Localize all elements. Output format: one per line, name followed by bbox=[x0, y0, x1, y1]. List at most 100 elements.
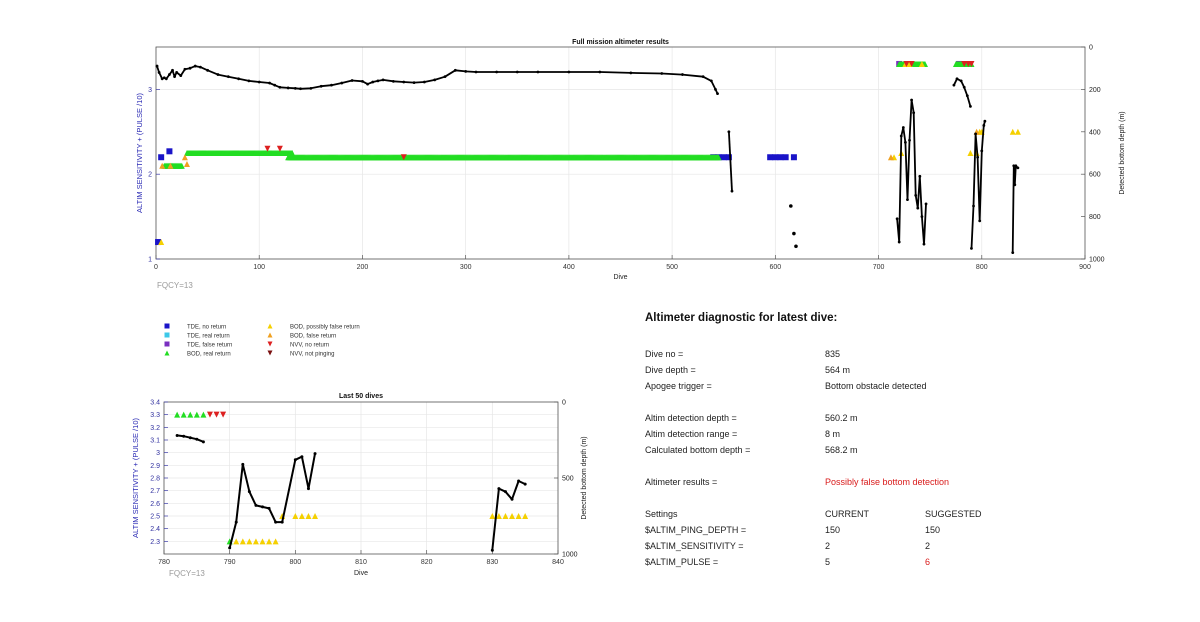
depth-point bbox=[901, 126, 905, 129]
diag-row-altim-detection-depth: Altim detection depth = 560.2 m bbox=[645, 410, 1145, 426]
marker-triangle-up bbox=[715, 154, 722, 161]
depth-point bbox=[160, 77, 164, 81]
marker-triangle-up bbox=[164, 350, 170, 356]
marker-triangle-down bbox=[903, 60, 910, 67]
legend-label: TDE, no return bbox=[187, 325, 226, 331]
depth-point bbox=[175, 71, 179, 74]
diag-value: 8 m bbox=[825, 429, 841, 439]
depth-point bbox=[983, 119, 987, 123]
depth-line bbox=[228, 453, 316, 549]
depth-series bbox=[155, 64, 1020, 255]
marker-triangle-up bbox=[1009, 128, 1016, 135]
y-tick-label: 2.5 bbox=[150, 514, 160, 521]
depth-point bbox=[924, 202, 928, 206]
depth-point bbox=[914, 194, 918, 197]
x-tick-label: 790 bbox=[224, 559, 236, 566]
depth-point bbox=[195, 437, 199, 441]
fqcy-annotation: FQCY=13 bbox=[157, 281, 193, 290]
depth-point bbox=[982, 124, 986, 127]
y2-tick-label: 200 bbox=[1089, 87, 1101, 94]
depth-point bbox=[910, 98, 913, 102]
diag-results-value: Possibly false bottom detection bbox=[825, 477, 950, 487]
marker-triangle-down bbox=[961, 60, 968, 67]
depth-line bbox=[491, 480, 526, 551]
marker-triangle-up bbox=[252, 538, 259, 545]
marker-square bbox=[790, 154, 797, 161]
y-tick-label: 3.2 bbox=[150, 425, 160, 432]
diag-row-altimeter-results: Altimeter results = Possibly false bottom… bbox=[645, 474, 1145, 490]
marker-triangle-down bbox=[276, 145, 283, 152]
depth-point bbox=[912, 111, 916, 115]
marker-triangle-up bbox=[259, 538, 266, 545]
depth-point bbox=[164, 77, 168, 81]
marker-triangle-up bbox=[178, 162, 185, 169]
setting-row-pulse: $ALTIM_PULSE = 5 6 bbox=[645, 554, 1145, 570]
depth-point bbox=[280, 520, 284, 524]
marker-triangle-up bbox=[167, 162, 174, 169]
marker-triangle-up bbox=[502, 513, 509, 519]
last-50-dives-chart: 780 790 800 810 820 830 840 2.3 2.4 2.5 2.6 2.7 2.8 2… bbox=[131, 393, 588, 578]
depth-point bbox=[959, 79, 963, 83]
marker-square bbox=[772, 154, 779, 161]
y-tick-label: 3.4 bbox=[150, 400, 160, 407]
depth-point bbox=[497, 487, 501, 491]
diag-key: Altim detection range = bbox=[645, 429, 738, 439]
setting-current: 2 bbox=[825, 541, 831, 551]
depth-point bbox=[1013, 183, 1017, 187]
y-tick-label: 2.7 bbox=[150, 488, 160, 495]
depth-point bbox=[970, 247, 973, 250]
depth-point bbox=[171, 68, 174, 72]
marker-triangle-down bbox=[968, 60, 975, 67]
setting-key: $ALTIM_PING_DEPTH = bbox=[645, 525, 747, 535]
depth-point bbox=[976, 155, 980, 159]
marker-square bbox=[166, 148, 173, 155]
depth-point bbox=[300, 455, 304, 459]
depth-point bbox=[714, 88, 717, 91]
marker-triangle-up bbox=[246, 538, 253, 545]
depth-point bbox=[261, 505, 264, 509]
depth-point bbox=[188, 436, 192, 440]
depth-point bbox=[412, 81, 416, 85]
depth-point bbox=[247, 490, 251, 494]
marker-triangle-up bbox=[180, 411, 187, 418]
marker-triangle-down bbox=[264, 145, 271, 152]
marker-triangle-up bbox=[298, 513, 305, 519]
y2-tick-label: 0 bbox=[562, 400, 566, 407]
marker-triangle-up bbox=[289, 150, 296, 156]
marker-triangle-up bbox=[187, 411, 194, 418]
x-tick-label: 810 bbox=[355, 559, 367, 566]
depth-point bbox=[962, 85, 966, 89]
depth-point bbox=[955, 77, 959, 81]
depth-point bbox=[392, 79, 395, 83]
depth-point bbox=[510, 497, 514, 501]
diag-value: Bottom obstacle detected bbox=[825, 381, 927, 391]
depth-point bbox=[515, 70, 519, 74]
plot-frame bbox=[155, 46, 1086, 260]
depth-point bbox=[730, 189, 734, 193]
setting-suggested: 150 bbox=[925, 525, 941, 535]
marker-square bbox=[164, 341, 170, 347]
depth-point bbox=[523, 482, 527, 486]
marker-square bbox=[782, 154, 789, 161]
marker-triangle-up bbox=[1014, 128, 1021, 135]
depth-point bbox=[495, 70, 499, 74]
x-tick-label: 830 bbox=[486, 559, 498, 566]
settings-label: Settings bbox=[645, 509, 678, 519]
depth-point bbox=[789, 204, 793, 208]
depth-point bbox=[974, 132, 977, 136]
y2-tick-label: 400 bbox=[1089, 129, 1101, 136]
depth-point bbox=[908, 138, 911, 142]
marker-triangle-down bbox=[267, 350, 273, 356]
depth-point bbox=[157, 71, 161, 74]
depth-point bbox=[536, 70, 540, 74]
marker-triangle-up bbox=[181, 154, 188, 161]
marker-square bbox=[777, 154, 784, 161]
depth-point bbox=[330, 83, 333, 87]
depth-point bbox=[155, 64, 159, 68]
marker-square bbox=[720, 154, 727, 161]
marker-series bbox=[233, 513, 529, 545]
chart-title: Full mission altimeter results bbox=[572, 39, 669, 46]
marker-triangle-down bbox=[206, 411, 213, 418]
depth-line bbox=[1011, 164, 1019, 253]
y-tick-label: 2.6 bbox=[150, 501, 160, 508]
